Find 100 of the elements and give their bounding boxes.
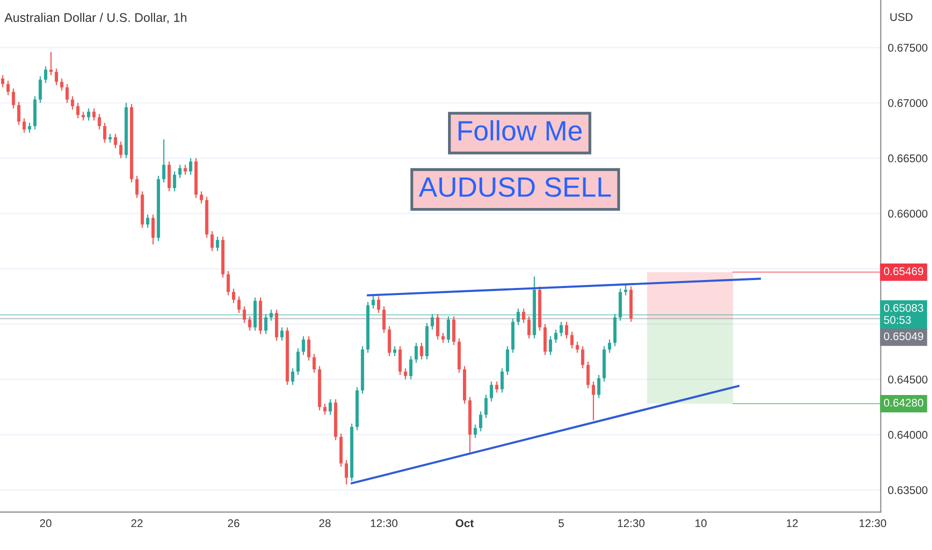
- candlestick: [527, 316, 531, 339]
- x-tick-label: 20: [40, 519, 52, 528]
- candlestick: [441, 332, 445, 344]
- candlestick: [548, 336, 552, 356]
- candlestick: [597, 374, 600, 399]
- candlestick: [302, 336, 306, 356]
- candlestick: [168, 160, 171, 192]
- candlestick: [76, 102, 80, 119]
- candlestick: [119, 141, 122, 159]
- candlestick: [210, 230, 214, 252]
- annotation: AUDUSD SELL: [418, 177, 611, 197]
- y-tick-label: 0.66000: [888, 210, 928, 218]
- candlestick: [17, 101, 20, 126]
- candlestick: [474, 424, 477, 439]
- candlestick: [570, 331, 574, 349]
- candlestick: [200, 190, 203, 204]
- candlestick: [270, 309, 273, 322]
- candlestick: [592, 380, 596, 421]
- candlestick: [242, 306, 246, 324]
- candlestick: [296, 348, 300, 376]
- y-tick-label: 0.64500: [888, 376, 928, 384]
- candlestick: [232, 288, 236, 304]
- candlestick: [586, 361, 590, 389]
- candlestick: [420, 342, 424, 360]
- candlestick: [237, 296, 241, 314]
- candlestick: [264, 314, 268, 335]
- candlestick: [49, 51, 53, 76]
- y-tick-label: 0.64000: [888, 430, 928, 439]
- candlestick: [162, 138, 166, 184]
- candlestick: [554, 329, 558, 344]
- candlestick: [393, 346, 396, 357]
- x-tick-label: 28: [319, 519, 331, 528]
- candlestick: [114, 133, 118, 149]
- candlestick: [484, 394, 488, 419]
- band-label: 0.65469: [884, 267, 924, 276]
- candlestick: [372, 294, 375, 310]
- x-tick-label: 5: [558, 519, 564, 528]
- candlestick: [172, 170, 176, 192]
- candlestick: [103, 122, 106, 144]
- candlestick: [22, 118, 26, 134]
- candlestick: [1, 74, 4, 88]
- candlestick: [495, 380, 498, 394]
- y-tick-label: 0.67500: [888, 44, 928, 52]
- candlestick: [382, 306, 386, 334]
- candlestick: [624, 284, 628, 296]
- candlestick: [216, 236, 220, 252]
- candlestick: [151, 214, 155, 245]
- candlestick: [436, 314, 440, 340]
- candlestick: [452, 316, 456, 346]
- x-tick-label: Oct: [456, 519, 474, 528]
- candlestick: [344, 460, 348, 485]
- candlestick: [500, 368, 504, 394]
- ref-line-label: 0.65083 50:53: [884, 304, 924, 324]
- candlestick: [54, 68, 58, 86]
- candlestick: [490, 380, 493, 402]
- candlestick: [312, 353, 316, 374]
- candlestick: [307, 336, 310, 362]
- y-tick-label: 0.63500: [888, 486, 928, 494]
- candlestick: [178, 164, 182, 179]
- candlestick: [522, 308, 526, 324]
- candlestick: [404, 368, 408, 380]
- candlestick: [291, 368, 294, 386]
- candlestick: [409, 356, 412, 380]
- candlestick: [184, 164, 187, 176]
- candlestick: [564, 321, 568, 339]
- text: Australian Dollar / U.S. Dollar, 1h: [4, 12, 186, 24]
- ref-line-label: 0.65049: [884, 332, 924, 340]
- annotation: Follow Me: [458, 120, 582, 141]
- candlestick: [92, 108, 96, 122]
- candlestick: [146, 214, 150, 228]
- candlestick: [189, 158, 192, 176]
- candlestick: [28, 122, 32, 134]
- candlestick: [248, 316, 252, 332]
- x-tick-label: 12:30: [860, 519, 886, 528]
- candlestick: [280, 326, 284, 342]
- y-tick-label: 0.67000: [888, 99, 928, 107]
- candlestick: [38, 76, 42, 104]
- candlestick: [328, 398, 332, 416]
- candlestick: [430, 314, 434, 330]
- y-axis-title: USD: [890, 13, 912, 21]
- candlestick: [323, 403, 327, 416]
- candlestick: [398, 346, 402, 376]
- x-tick-label: 12:30: [370, 519, 398, 528]
- candlestick: [516, 308, 520, 326]
- candlestick: [87, 108, 90, 122]
- x-tick-label: 22: [131, 519, 143, 528]
- candlestick: [388, 326, 391, 357]
- candlestick: [82, 111, 85, 122]
- candlestick: [377, 296, 380, 314]
- x-tick-label: 26: [228, 519, 240, 528]
- band-label: 0.64280: [884, 398, 924, 407]
- candlestick: [226, 270, 230, 296]
- candlestick: [60, 78, 64, 92]
- candlestick: [414, 342, 418, 364]
- candlestick: [576, 341, 579, 354]
- candlestick: [506, 346, 510, 376]
- candlestick: [135, 175, 139, 199]
- candlestick: [70, 96, 74, 110]
- candlestick: [446, 316, 450, 344]
- x-tick-label: 12: [786, 519, 798, 528]
